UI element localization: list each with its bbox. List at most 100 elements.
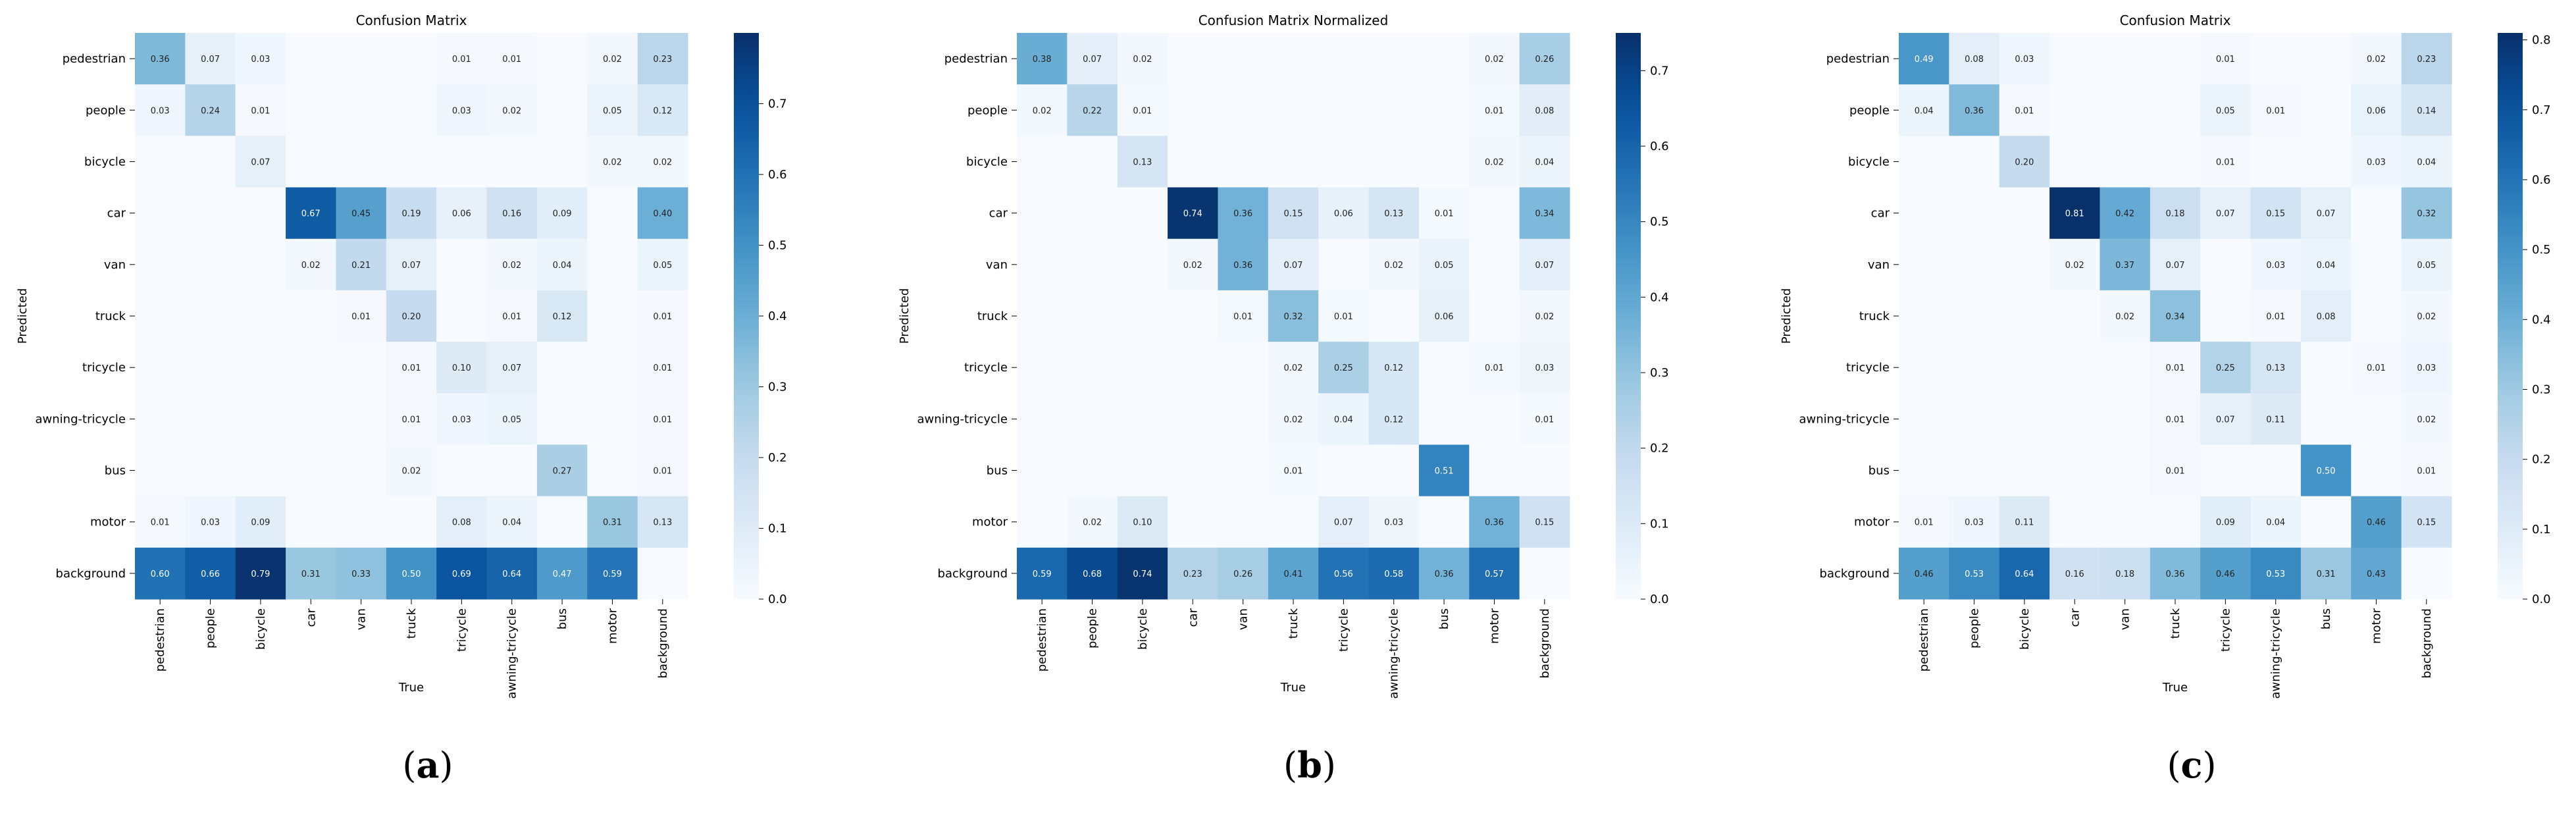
heatmap-cell [386, 136, 437, 188]
cell-value-label: 0.10 [452, 363, 471, 373]
heatmap-cell [2401, 342, 2452, 394]
heatmap-cell [2099, 444, 2151, 497]
heatmap-cell [1218, 187, 1269, 240]
heatmap-cell [2200, 290, 2252, 342]
y-tick-label: car [989, 207, 1008, 221]
cell-value-label: 0.21 [351, 261, 371, 271]
heatmap-cell [637, 290, 688, 342]
cell-value-label: 0.02 [2417, 415, 2436, 425]
cell-value-label: 0.01 [402, 363, 421, 373]
heatmap-cell [135, 393, 186, 445]
x-tick-label: motor [1487, 608, 1501, 644]
heatmap-cell [1949, 136, 2000, 188]
heatmap-cell [336, 342, 387, 394]
heatmap-cell [336, 290, 387, 342]
heatmap-cell [587, 547, 638, 600]
heatmap-cell [1168, 444, 1218, 497]
heatmap-cell [235, 290, 286, 342]
heatmap-cell [1949, 496, 2000, 548]
heatmap-cell [637, 342, 688, 394]
heatmap-cell [1268, 342, 1319, 394]
heatmap-cell [587, 187, 638, 240]
y-tick-label: truck [977, 309, 1008, 323]
cell-value-label: 0.02 [603, 55, 622, 65]
cell-value-label: 0.15 [2417, 518, 2436, 528]
colorbar-tick-label: 0.8 [2532, 34, 2551, 47]
heatmap-cell [336, 187, 387, 240]
heatmap-cell [1318, 33, 1370, 85]
cell-value-label: 0.36 [1233, 209, 1252, 219]
cell-value-label: 0.64 [2015, 569, 2034, 579]
heatmap-cell [1268, 547, 1319, 600]
cell-value-label: 0.69 [452, 569, 471, 579]
cell-value-label: 0.02 [1183, 261, 1202, 271]
cell-value-label: 0.07 [502, 363, 521, 373]
cell-value-label: 0.12 [653, 106, 672, 116]
heatmap-cell [587, 33, 638, 85]
heatmap-cell [386, 496, 437, 548]
heatmap-cell [2250, 187, 2302, 240]
heatmap-cell [235, 238, 286, 291]
colorbar-tick-label: 0.7 [768, 97, 787, 111]
cell-value-label: 0.09 [251, 518, 270, 528]
heatmap-cell [2351, 393, 2402, 445]
heatmap-cell [336, 547, 387, 600]
panel-caption-b: (b) [1283, 744, 1336, 786]
cell-value-label: 0.16 [502, 209, 521, 219]
heatmap-cell [1899, 444, 1949, 497]
heatmap-cell [1168, 238, 1218, 291]
cell-value-label: 0.31 [603, 518, 622, 528]
cell-value-label: 0.12 [1384, 415, 1403, 425]
x-tick-label: background [656, 608, 670, 678]
cell-value-label: 0.74 [1133, 569, 1152, 579]
heatmap-cell [1017, 342, 1068, 394]
y-tick-label: car [107, 207, 126, 221]
heatmap-cell [386, 238, 437, 291]
cell-value-label: 0.02 [1033, 106, 1052, 116]
heatmap-cell [185, 444, 236, 497]
y-axis-title: Predicted [898, 288, 912, 344]
cell-value-label: 0.12 [553, 312, 572, 322]
cell-value-label: 0.58 [1384, 569, 1403, 579]
heatmap-cell [1899, 290, 1949, 342]
heatmap-cell [1519, 290, 1570, 342]
x-tick-label: background [1538, 608, 1552, 678]
heatmap-cell [2250, 33, 2302, 85]
heatmap-cell [2049, 238, 2100, 291]
cell-value-label: 0.02 [2065, 261, 2084, 271]
cell-value-label: 0.24 [201, 106, 220, 116]
heatmap-cell [1268, 393, 1319, 445]
heatmap-cell [2200, 238, 2252, 291]
x-tick-label: tricycle [455, 608, 469, 652]
heatmap-cell [1318, 496, 1370, 548]
heatmap-cell [1318, 547, 1370, 600]
heatmap-cell [386, 290, 437, 342]
heatmap-cell [286, 238, 336, 291]
heatmap-cell [1999, 238, 2050, 291]
heatmap-cell [587, 444, 638, 497]
heatmap-cell [1067, 84, 1118, 136]
heatmap-cell [2351, 290, 2402, 342]
heatmap-cell [486, 393, 538, 445]
heatmap-cell [386, 342, 437, 394]
heatmap-cell [536, 238, 588, 291]
x-tick-label: pedestrian [1917, 608, 1931, 672]
cell-value-label: 0.34 [1535, 209, 1554, 219]
cell-value-label: 0.13 [1384, 209, 1403, 219]
heatmap-cell [2150, 84, 2201, 136]
x-tick-label: car [1186, 608, 1200, 627]
heatmap-cell [436, 84, 488, 136]
heatmap-cell [1218, 342, 1269, 394]
heatmap-cell [1268, 136, 1319, 188]
cell-value-label: 0.02 [502, 106, 521, 116]
cell-value-label: 0.09 [553, 209, 572, 219]
heatmap-cell [1949, 84, 2000, 136]
heatmap-cell [336, 238, 387, 291]
x-tick-label: motor [605, 608, 619, 644]
heatmap-cell [2250, 136, 2302, 188]
heatmap-cell [1899, 238, 1949, 291]
cell-value-label: 0.37 [2115, 261, 2134, 271]
cell-value-label: 0.07 [201, 55, 220, 65]
heatmap-cell [286, 290, 336, 342]
heatmap-cell [1268, 187, 1319, 240]
